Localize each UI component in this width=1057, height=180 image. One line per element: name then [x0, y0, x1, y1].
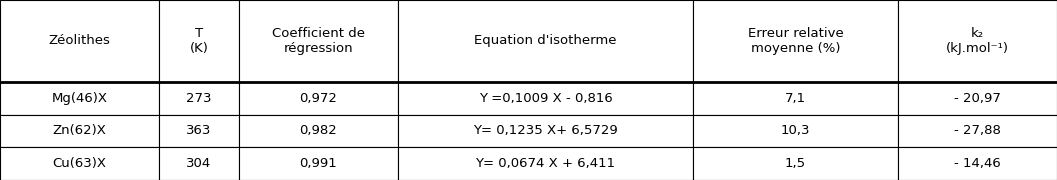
Bar — [239, 147, 397, 180]
Text: - 20,97: - 20,97 — [954, 92, 1001, 105]
Bar — [897, 147, 1057, 180]
Bar — [693, 0, 897, 82]
Text: Y= 0,0674 X + 6,411: Y= 0,0674 X + 6,411 — [476, 157, 615, 170]
Text: 7,1: 7,1 — [785, 92, 806, 105]
Bar — [897, 82, 1057, 114]
Text: k₂
(kJ.mol⁻¹): k₂ (kJ.mol⁻¹) — [946, 27, 1009, 55]
Bar — [160, 147, 239, 180]
Bar — [160, 0, 239, 82]
Bar — [693, 114, 897, 147]
Text: Erreur relative
moyenne (%): Erreur relative moyenne (%) — [747, 27, 843, 55]
Bar — [239, 82, 397, 114]
Text: Cu(63)X: Cu(63)X — [53, 157, 107, 170]
Bar — [397, 147, 693, 180]
Bar — [693, 147, 897, 180]
Text: 0,982: 0,982 — [299, 124, 337, 137]
Text: 0,991: 0,991 — [299, 157, 337, 170]
Bar — [160, 114, 239, 147]
Bar — [239, 114, 397, 147]
Bar — [397, 82, 693, 114]
Text: 273: 273 — [186, 92, 211, 105]
Text: Zn(62)X: Zn(62)X — [53, 124, 107, 137]
Bar — [397, 114, 693, 147]
Bar — [897, 114, 1057, 147]
Text: 304: 304 — [186, 157, 211, 170]
Text: 1,5: 1,5 — [785, 157, 806, 170]
Bar — [239, 0, 397, 82]
Bar — [0, 82, 160, 114]
Text: Zéolithes: Zéolithes — [49, 34, 111, 47]
Text: Y =0,1009 X - 0,816: Y =0,1009 X - 0,816 — [479, 92, 612, 105]
Text: 363: 363 — [186, 124, 211, 137]
Text: 0,972: 0,972 — [299, 92, 337, 105]
Bar — [897, 0, 1057, 82]
Text: Coefficient de
régression: Coefficient de régression — [272, 27, 365, 55]
Bar — [0, 147, 160, 180]
Bar — [0, 114, 160, 147]
Text: - 14,46: - 14,46 — [954, 157, 1001, 170]
Text: - 27,88: - 27,88 — [954, 124, 1001, 137]
Bar — [0, 0, 160, 82]
Bar — [160, 82, 239, 114]
Bar — [693, 82, 897, 114]
Text: Equation d'isotherme: Equation d'isotherme — [475, 34, 617, 47]
Bar — [397, 0, 693, 82]
Text: Mg(46)X: Mg(46)X — [52, 92, 108, 105]
Text: T
(K): T (K) — [189, 27, 208, 55]
Text: Y= 0,1235 X+ 6,5729: Y= 0,1235 X+ 6,5729 — [474, 124, 618, 137]
Text: 10,3: 10,3 — [781, 124, 811, 137]
